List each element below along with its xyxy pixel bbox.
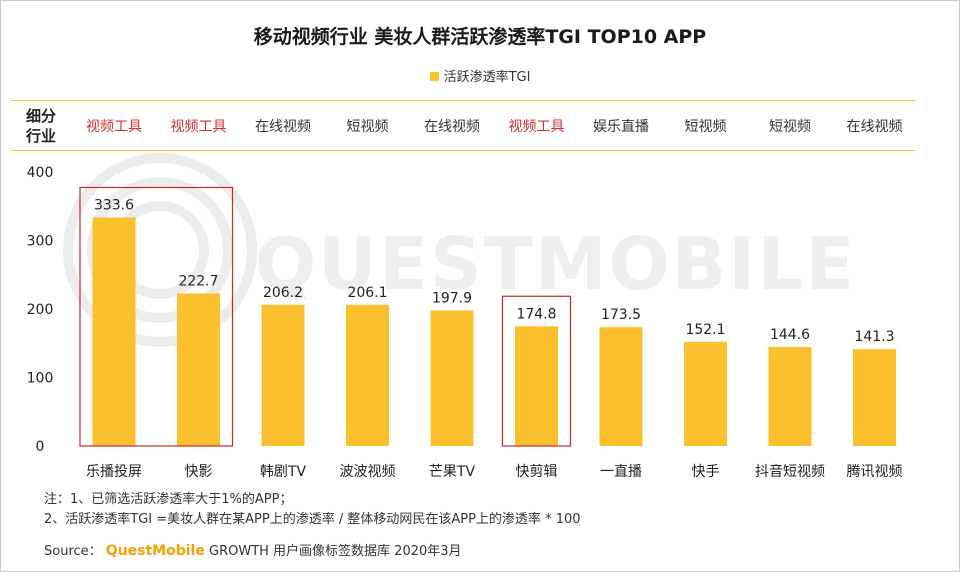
industry-label: 短视频 bbox=[685, 119, 727, 135]
notes: 注：1、已筛选活跃渗透率大于1%的APP； 2、活跃渗透率TGI =美妆人群在某… bbox=[44, 490, 581, 530]
x-tick-label: 芒果TV bbox=[429, 464, 476, 480]
y-tick-label: 200 bbox=[27, 302, 54, 318]
industry-header-line1: 细分 bbox=[26, 107, 57, 125]
y-tick-label: 100 bbox=[27, 371, 54, 387]
x-tick-label: 乐播投屏 bbox=[86, 464, 142, 480]
data-label: 197.9 bbox=[432, 290, 472, 306]
industry-label: 视频工具 bbox=[171, 119, 227, 135]
source-brand: QuestMobile bbox=[105, 543, 205, 559]
data-label: 152.1 bbox=[685, 322, 725, 338]
note-line-1: 注：1、已筛选活跃渗透率大于1%的APP； bbox=[44, 492, 293, 507]
industry-label: 短视频 bbox=[347, 119, 389, 135]
data-label: 333.6 bbox=[94, 197, 134, 213]
data-label: 173.5 bbox=[601, 307, 641, 323]
x-tick-label: 韩剧TV bbox=[260, 464, 307, 480]
bar bbox=[177, 293, 220, 446]
x-tick-label: 快剪辑 bbox=[516, 464, 558, 480]
header-top-rule bbox=[10, 100, 916, 101]
bar bbox=[261, 304, 305, 446]
legend-label: 活跃渗透率TGI bbox=[443, 70, 531, 85]
bar bbox=[768, 346, 812, 446]
header-bottom-rule bbox=[10, 150, 916, 151]
source-label: Source： bbox=[44, 544, 102, 559]
data-label: 222.7 bbox=[178, 273, 218, 289]
industry-label: 娱乐直播 bbox=[593, 118, 649, 135]
legend-swatch bbox=[429, 72, 439, 81]
data-label: 174.8 bbox=[516, 306, 556, 322]
industry-header-line2: 行业 bbox=[26, 127, 57, 145]
legend: 活跃渗透率TGI bbox=[0, 66, 960, 85]
x-tick-label: 波波视频 bbox=[340, 464, 396, 480]
chart-title: 移动视频行业 美妆人群活跃渗透率TGI TOP10 APP bbox=[253, 26, 707, 48]
industry-label: 短视频 bbox=[769, 119, 811, 135]
data-label: 206.2 bbox=[263, 285, 303, 301]
bar bbox=[853, 349, 896, 446]
highlight-box bbox=[501, 295, 572, 447]
data-label: 144.6 bbox=[770, 327, 810, 343]
source-rest: GROWTH 用户画像标签数据库 2020年3月 bbox=[209, 544, 462, 559]
highlight-box bbox=[79, 186, 234, 447]
y-tick-label: 0 bbox=[36, 439, 45, 455]
industry-label: 在线视频 bbox=[847, 119, 903, 135]
industry-label: 视频工具 bbox=[509, 119, 565, 135]
y-tick-label: 400 bbox=[27, 165, 54, 181]
bar bbox=[599, 327, 643, 446]
data-label: 206.1 bbox=[347, 285, 387, 301]
industry-header: 细分 行业 bbox=[26, 106, 56, 146]
industry-label: 在线视频 bbox=[424, 119, 480, 135]
data-label: 141.3 bbox=[854, 329, 894, 345]
bar bbox=[430, 310, 474, 446]
industry-label: 在线视频 bbox=[255, 119, 311, 135]
industry-label: 视频工具 bbox=[86, 119, 142, 135]
x-tick-label: 一直播 bbox=[600, 463, 642, 480]
bar bbox=[346, 304, 389, 446]
x-tick-label: 快影 bbox=[185, 464, 213, 480]
x-tick-label: 腾讯视频 bbox=[847, 463, 903, 480]
x-tick-label: 快手 bbox=[692, 464, 720, 480]
source-line: Source： QuestMobile GROWTH 用户画像标签数据库 202… bbox=[44, 540, 462, 559]
note-line-2: 2、活跃渗透率TGI =美妆人群在某APP上的渗透率 / 整体移动网民在该APP… bbox=[44, 512, 581, 527]
bar bbox=[684, 341, 727, 446]
bar bbox=[515, 326, 558, 446]
watermark-text: QUESTMOBILE bbox=[255, 222, 857, 306]
x-tick-label: 抖音短视频 bbox=[755, 463, 825, 480]
bar bbox=[92, 217, 136, 446]
y-tick-label: 300 bbox=[27, 234, 54, 250]
